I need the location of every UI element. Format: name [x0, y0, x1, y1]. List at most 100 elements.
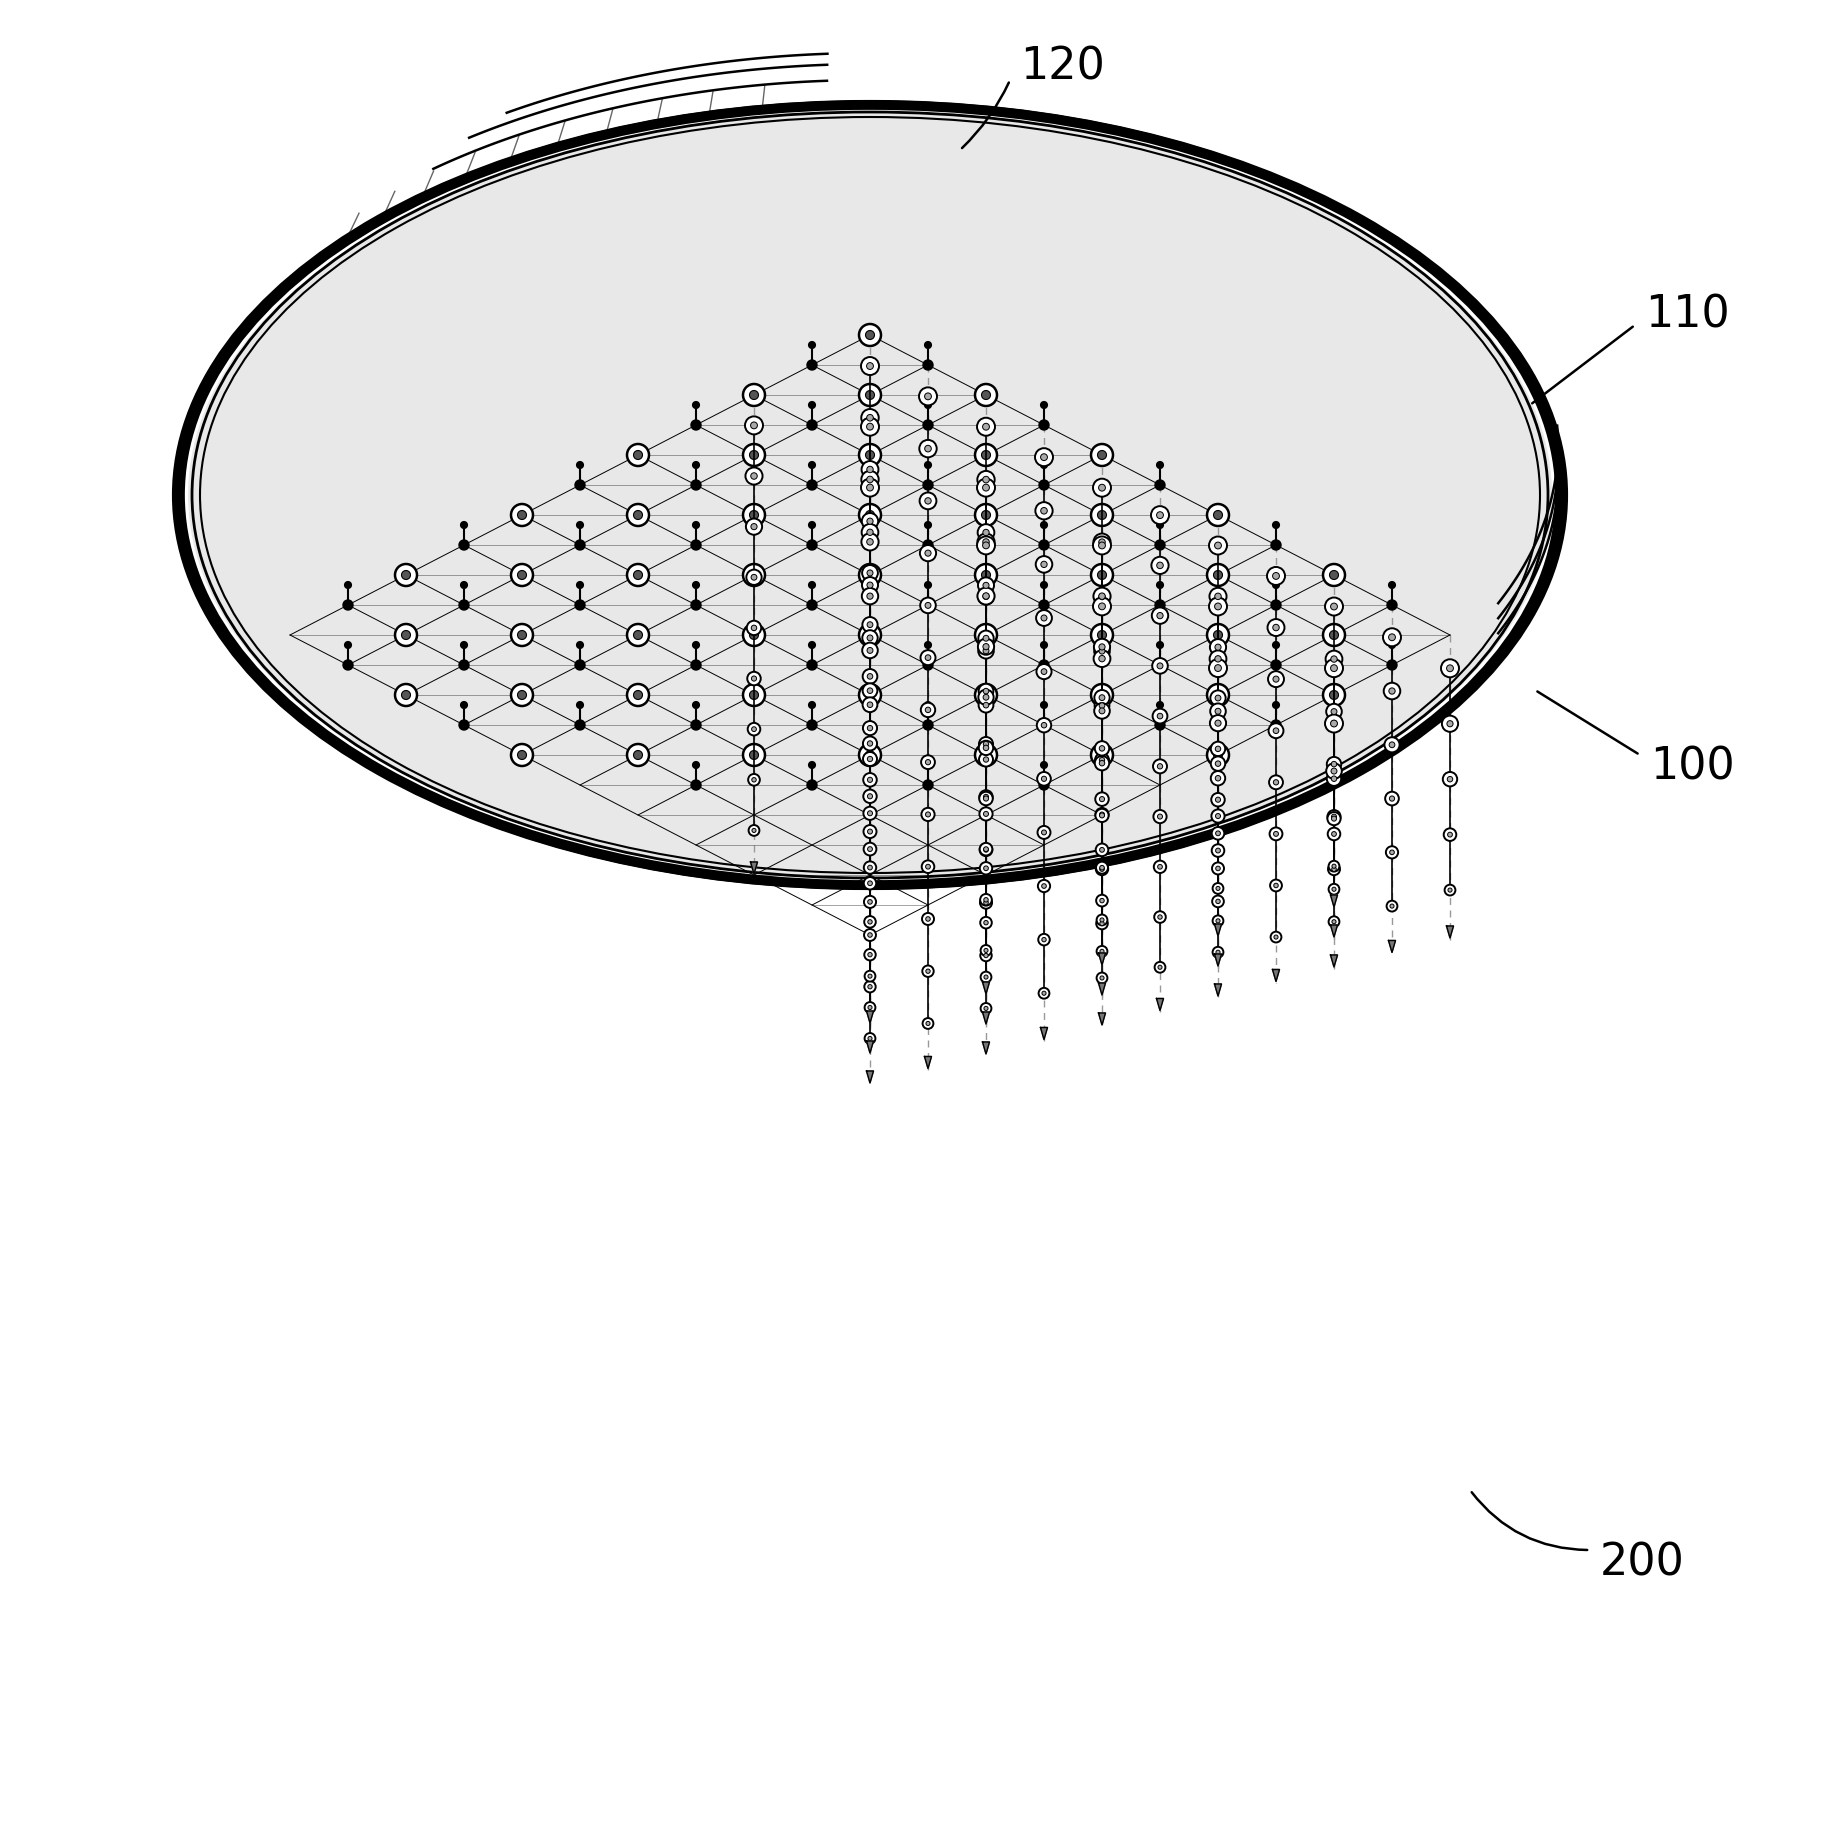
Circle shape: [1210, 828, 1223, 840]
Circle shape: [981, 391, 990, 400]
Circle shape: [1207, 743, 1229, 765]
Circle shape: [1097, 631, 1107, 640]
Circle shape: [922, 1018, 933, 1029]
Circle shape: [926, 1022, 930, 1026]
Circle shape: [983, 897, 988, 903]
Circle shape: [742, 505, 764, 527]
Circle shape: [746, 569, 762, 585]
Circle shape: [749, 391, 758, 400]
Circle shape: [866, 571, 873, 580]
Circle shape: [983, 703, 988, 708]
Circle shape: [859, 684, 881, 706]
Circle shape: [1097, 539, 1105, 545]
Circle shape: [1331, 776, 1336, 782]
Circle shape: [983, 921, 988, 925]
Circle shape: [983, 477, 988, 483]
Circle shape: [1097, 644, 1105, 650]
Circle shape: [977, 589, 994, 604]
Circle shape: [1327, 916, 1338, 927]
Circle shape: [977, 536, 995, 554]
Circle shape: [1099, 796, 1105, 802]
Circle shape: [1039, 402, 1046, 409]
Circle shape: [864, 949, 875, 960]
Circle shape: [1384, 683, 1400, 699]
Circle shape: [1094, 756, 1108, 771]
Circle shape: [806, 539, 817, 550]
Circle shape: [1099, 866, 1103, 870]
Circle shape: [924, 811, 930, 817]
Circle shape: [924, 521, 932, 528]
Circle shape: [864, 861, 875, 873]
Circle shape: [1323, 598, 1342, 615]
Circle shape: [751, 626, 757, 631]
Circle shape: [1216, 919, 1220, 923]
Circle shape: [1041, 829, 1046, 835]
Circle shape: [627, 743, 649, 765]
Circle shape: [868, 846, 871, 851]
Circle shape: [751, 778, 757, 782]
Circle shape: [401, 690, 410, 699]
Circle shape: [1158, 965, 1161, 969]
Circle shape: [860, 514, 877, 528]
Circle shape: [1150, 607, 1167, 624]
Circle shape: [749, 690, 758, 699]
Circle shape: [1152, 659, 1167, 673]
Circle shape: [1329, 664, 1336, 672]
Circle shape: [1097, 604, 1105, 609]
Circle shape: [1209, 716, 1225, 730]
Circle shape: [806, 780, 817, 791]
Circle shape: [922, 780, 933, 791]
Circle shape: [1331, 762, 1336, 767]
Circle shape: [1039, 762, 1046, 769]
Circle shape: [1331, 864, 1334, 868]
Circle shape: [866, 751, 873, 760]
Circle shape: [1269, 776, 1282, 789]
Circle shape: [510, 684, 532, 706]
Circle shape: [627, 505, 649, 527]
Circle shape: [1212, 690, 1221, 699]
Circle shape: [859, 384, 881, 406]
Circle shape: [751, 473, 757, 479]
Circle shape: [1158, 763, 1161, 769]
Circle shape: [983, 954, 988, 958]
Polygon shape: [1214, 984, 1221, 996]
Circle shape: [1158, 815, 1161, 818]
Circle shape: [1212, 947, 1223, 958]
Circle shape: [1210, 844, 1223, 857]
Circle shape: [1099, 813, 1105, 818]
Circle shape: [806, 600, 817, 609]
Circle shape: [749, 510, 758, 519]
Polygon shape: [1097, 984, 1105, 995]
Circle shape: [1440, 659, 1458, 677]
Circle shape: [1094, 793, 1108, 806]
Circle shape: [1096, 895, 1107, 906]
Circle shape: [979, 684, 994, 699]
Circle shape: [1097, 510, 1107, 519]
Circle shape: [1207, 563, 1229, 585]
Circle shape: [868, 756, 871, 762]
Circle shape: [1094, 690, 1108, 705]
Circle shape: [1099, 866, 1103, 872]
Circle shape: [868, 952, 871, 956]
Circle shape: [742, 624, 764, 646]
Circle shape: [1210, 690, 1225, 706]
Circle shape: [1039, 521, 1046, 528]
Circle shape: [926, 969, 930, 973]
Circle shape: [1267, 618, 1283, 637]
Circle shape: [868, 829, 871, 835]
Circle shape: [924, 762, 932, 769]
Circle shape: [1096, 844, 1108, 857]
Circle shape: [1096, 862, 1107, 873]
Circle shape: [977, 418, 995, 435]
Circle shape: [1039, 780, 1048, 791]
Circle shape: [1210, 771, 1225, 785]
Circle shape: [806, 661, 817, 670]
Circle shape: [510, 505, 532, 527]
Circle shape: [747, 723, 760, 736]
Circle shape: [979, 738, 992, 751]
Circle shape: [1216, 899, 1220, 903]
Circle shape: [691, 539, 700, 550]
Circle shape: [747, 774, 760, 785]
Circle shape: [1096, 945, 1107, 956]
Circle shape: [868, 795, 871, 798]
